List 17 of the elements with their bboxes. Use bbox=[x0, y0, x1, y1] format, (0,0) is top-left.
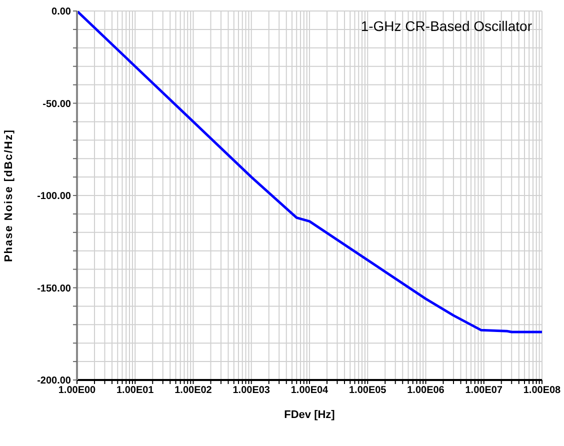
y-tick-label: -150.00 bbox=[37, 283, 72, 294]
x-tick-label: 1.00E04 bbox=[290, 385, 329, 396]
y-tick-label: 0.00 bbox=[52, 6, 72, 18]
y-tick-label: -50.00 bbox=[42, 98, 72, 110]
x-axis-title: FDev [Hz] bbox=[284, 409, 336, 421]
x-tick-label: 1.00E02 bbox=[174, 385, 212, 396]
y-axis-title: Phase Noise [dBc/Hz] bbox=[2, 128, 15, 262]
x-tick-label: 1.00E05 bbox=[348, 385, 387, 396]
x-tick-label: 1.00E07 bbox=[465, 385, 503, 396]
y-tick-label: -100.00 bbox=[37, 191, 72, 202]
text: 1-GHz CR-Based Oscillator bbox=[360, 18, 532, 34]
y-tick-label: -200.00 bbox=[37, 376, 72, 387]
x-tick-label: 1.00E03 bbox=[232, 385, 270, 396]
x-tick-label: 1.00E06 bbox=[407, 385, 445, 396]
x-tick-label: 1.00E01 bbox=[116, 385, 154, 396]
x-tick-label: 1.00E08 bbox=[523, 385, 562, 396]
x-tick-label: 1.00E00 bbox=[58, 385, 96, 396]
